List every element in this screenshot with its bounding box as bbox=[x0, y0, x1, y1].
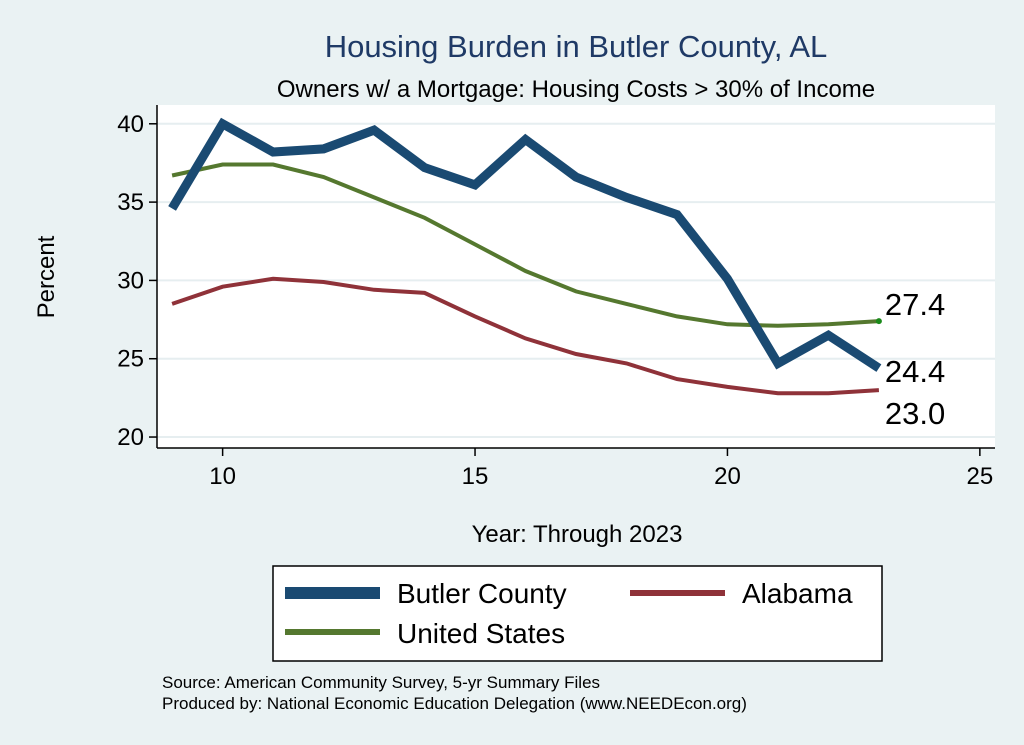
series-lines bbox=[168, 117, 882, 396]
end-label-butler: 24.4 bbox=[885, 354, 945, 389]
series-line-alabama bbox=[171, 276, 880, 396]
y-tick-label: 35 bbox=[117, 189, 144, 216]
x-tick-label: 25 bbox=[967, 463, 994, 490]
y-tick-label: 30 bbox=[117, 267, 144, 294]
chart-title: Housing Burden in Butler County, AL bbox=[325, 29, 828, 64]
series-line-butler bbox=[168, 117, 882, 372]
x-tick-label: 15 bbox=[462, 463, 489, 490]
plot-area bbox=[157, 105, 995, 448]
legend-box bbox=[272, 565, 883, 662]
x-axis-label: Year: Through 2023 bbox=[472, 521, 683, 548]
end-label-us: 27.4 bbox=[885, 287, 945, 322]
chart-subtitle: Owners w/ a Mortgage: Housing Costs > 30… bbox=[277, 76, 875, 103]
y-axis-label: Percent bbox=[33, 235, 60, 318]
x-tick-label: 20 bbox=[714, 463, 741, 490]
y-tick-label: 20 bbox=[117, 424, 144, 451]
legend-label-us: United States bbox=[397, 618, 565, 649]
x-axis: 10 15 20 25 bbox=[157, 447, 995, 490]
legend-label-alabama: Alabama bbox=[742, 578, 853, 609]
series-line-us bbox=[171, 162, 880, 328]
legend-label-butler: Butler County bbox=[397, 578, 567, 609]
source-line-1: Source: American Community Survey, 5-yr … bbox=[162, 673, 600, 692]
end-labels: 24.4 23.0 27.4 bbox=[885, 287, 945, 431]
source-line-2: Produced by: National Economic Education… bbox=[162, 694, 747, 713]
end-label-alabama: 23.0 bbox=[885, 396, 945, 431]
legend: Butler County Alabama United States bbox=[272, 565, 883, 662]
y-tick-label: 25 bbox=[117, 346, 144, 373]
end-marker-us bbox=[875, 318, 882, 325]
x-tick-label: 10 bbox=[209, 463, 236, 490]
y-axis: 20 25 30 35 40 bbox=[117, 105, 158, 451]
y-tick-label: 40 bbox=[117, 111, 144, 138]
